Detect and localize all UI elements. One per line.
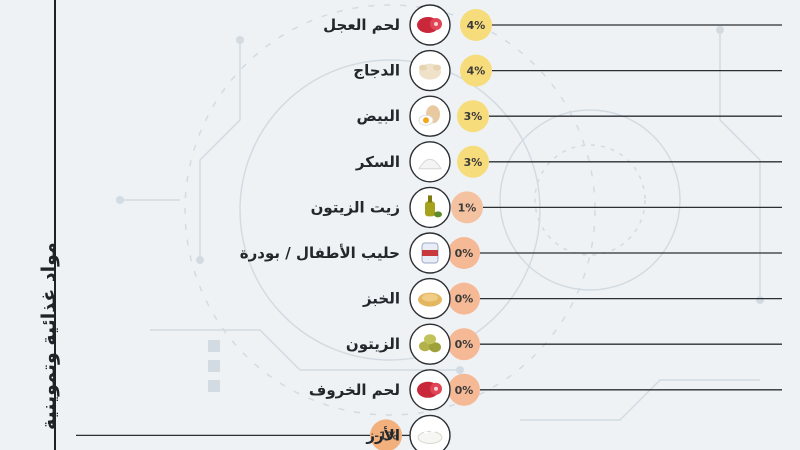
category-label: حليب الأطفال / بودرة — [240, 244, 400, 262]
value-badge — [457, 100, 489, 133]
chart-row: 3% السكر — [355, 141, 782, 183]
category-label: زيت الزيتون — [311, 198, 400, 216]
egg-icon — [409, 95, 451, 137]
value-label: 4% — [467, 65, 486, 78]
vertical-axis-rule — [54, 0, 56, 450]
chart-row: 0% الزيتون — [346, 323, 782, 365]
sugar-pile — [418, 158, 442, 170]
value-label: 0% — [455, 293, 474, 306]
value-badge — [448, 237, 480, 269]
rice-icon — [409, 414, 451, 450]
oil-bottle-neck — [428, 195, 432, 203]
sugar-icon — [409, 141, 451, 183]
value-label: 0% — [455, 247, 474, 260]
bone-mark — [434, 22, 438, 26]
value-badge — [460, 9, 492, 41]
meat-icon — [409, 4, 451, 46]
rice-pile — [417, 430, 443, 444]
category-label: السكر — [355, 153, 400, 171]
value-label: 0% — [455, 338, 474, 351]
chart-row: 1% زيت الزيتون — [311, 186, 782, 229]
chart-row: 3% البيض — [357, 95, 782, 137]
chart-row: 4% الدجاج — [353, 49, 782, 92]
value-badge — [370, 419, 402, 450]
category-label: الأرز — [365, 426, 400, 444]
category-label: الدجاج — [353, 62, 400, 80]
bread-icon — [409, 277, 451, 320]
olive-oil-icon — [409, 186, 451, 229]
baby-milk-icon — [409, 232, 451, 274]
category-label: الخبز — [362, 290, 400, 308]
value-badge — [448, 282, 480, 315]
egg-yolk — [423, 117, 429, 124]
olive-leaf — [434, 211, 442, 218]
value-badge — [451, 191, 483, 224]
value-label: -1% — [374, 429, 397, 442]
chicken-leg — [419, 64, 427, 71]
value-badge — [460, 54, 492, 87]
value-label: 4% — [467, 19, 486, 32]
chart-row: 0% لحم الخروف — [309, 369, 782, 411]
chart-row: -1%الأرز — [76, 414, 451, 450]
value-label: 3% — [464, 156, 483, 169]
value-label: 1% — [458, 201, 477, 214]
chart-row: 0% حليب الأطفال / بودرة — [240, 232, 782, 274]
rice-grain — [431, 430, 435, 433]
value-badge — [457, 145, 489, 178]
chart-row: 4% لحم العجل — [323, 4, 782, 46]
value-label: 3% — [464, 110, 483, 123]
chart-row: 0% الخبز — [362, 277, 782, 320]
value-badge — [448, 328, 480, 361]
olive — [429, 342, 441, 353]
category-label: لحم العجل — [323, 16, 400, 34]
meat-icon — [409, 369, 451, 411]
category-label: البيض — [357, 107, 400, 125]
bread-top — [422, 293, 438, 302]
rice-grain — [424, 431, 428, 434]
value-badge — [448, 373, 480, 406]
oil-bottle — [425, 201, 435, 217]
category-label: الزيتون — [346, 335, 400, 353]
category-label: لحم الخروف — [309, 381, 400, 399]
value-label: 0% — [455, 384, 474, 397]
chicken-icon — [409, 49, 451, 92]
bone-mark — [434, 386, 438, 391]
olive — [424, 334, 436, 345]
olives-icon — [409, 323, 451, 365]
milk-can-label — [422, 250, 438, 256]
chicken-leg — [433, 64, 441, 71]
